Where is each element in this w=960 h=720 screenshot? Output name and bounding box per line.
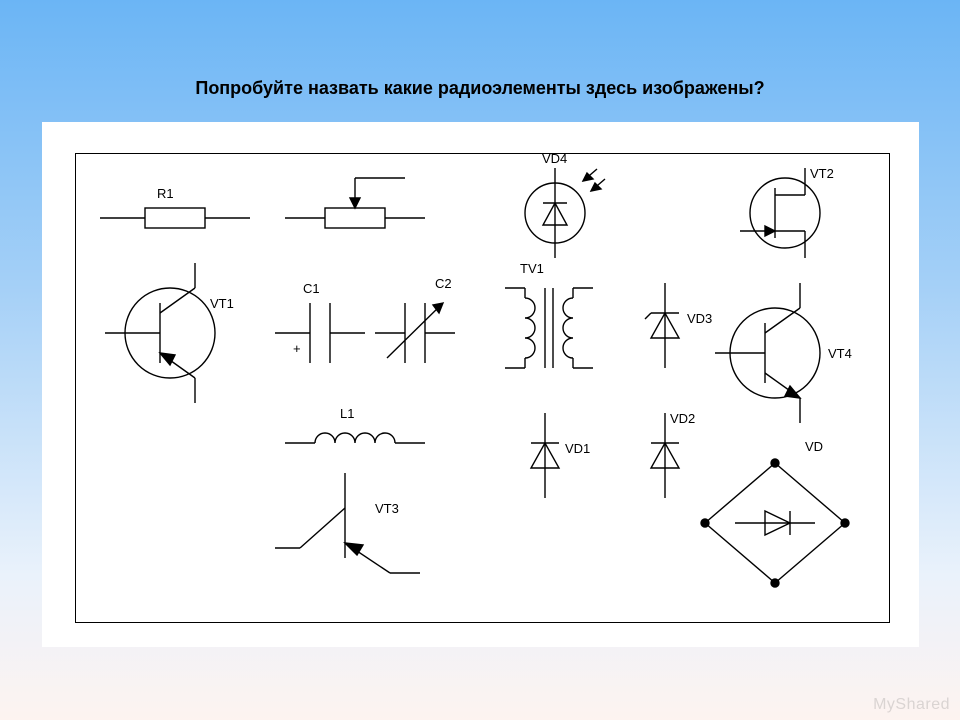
label-VT2: VT2: [810, 166, 834, 181]
label-VD2: VD2: [670, 411, 695, 426]
label-R1: R1: [157, 186, 174, 201]
symbol-transistor-VT1: VT1: [105, 263, 234, 403]
symbol-fet-VT2: VT2: [740, 166, 834, 258]
symbol-transistor-VT3: VT3: [275, 473, 420, 573]
symbol-transistor-VT4: VT4: [715, 283, 852, 423]
symbol-zener-VD3: VD3: [645, 283, 712, 368]
symbol-resistor-R1: R1: [100, 186, 250, 228]
symbol-transformer-TV1: TV1: [505, 261, 593, 368]
symbol-inductor-L1: L1: [285, 406, 425, 443]
page-title: Попробуйте назвать какие радиоэлементы з…: [0, 78, 960, 99]
symbol-capacitor-C1: C1 +: [275, 281, 365, 363]
label-VT3: VT3: [375, 501, 399, 516]
symbol-diode-VD2: VD2: [651, 411, 695, 498]
schematic-svg: R1 VT1 C1 +: [75, 153, 890, 623]
label-VD4: VD4: [542, 153, 567, 166]
label-VT1: VT1: [210, 296, 234, 311]
watermark: MyShared: [873, 696, 950, 714]
label-VD: VD: [805, 439, 823, 454]
symbol-bridge-VD: VD: [701, 439, 849, 587]
plus-C1: +: [293, 341, 301, 356]
label-VT4: VT4: [828, 346, 852, 361]
label-VD3: VD3: [687, 311, 712, 326]
symbol-capacitor-C2: C2: [375, 276, 455, 363]
label-VD1: VD1: [565, 441, 590, 456]
symbol-diode-VD1: VD1: [531, 413, 590, 498]
label-C1: C1: [303, 281, 320, 296]
symbol-photodiode-VD4: VD4: [525, 153, 605, 258]
label-C2: C2: [435, 276, 452, 291]
label-L1: L1: [340, 406, 354, 421]
label-TV1: TV1: [520, 261, 544, 276]
symbol-potentiometer: [285, 178, 425, 228]
